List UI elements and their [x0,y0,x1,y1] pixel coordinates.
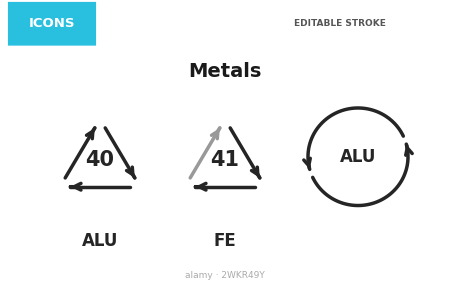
Text: Metals: Metals [188,62,262,81]
Text: FE: FE [214,232,236,250]
Text: 40: 40 [86,150,114,170]
Text: alamy · 2WKR49Y: alamy · 2WKR49Y [185,270,265,280]
Text: ALU: ALU [340,148,376,166]
Text: EDITABLE STROKE: EDITABLE STROKE [294,19,386,28]
Text: ICONS: ICONS [29,17,75,30]
Text: 41: 41 [211,150,239,170]
Text: ALU: ALU [82,232,118,250]
FancyBboxPatch shape [8,2,96,46]
